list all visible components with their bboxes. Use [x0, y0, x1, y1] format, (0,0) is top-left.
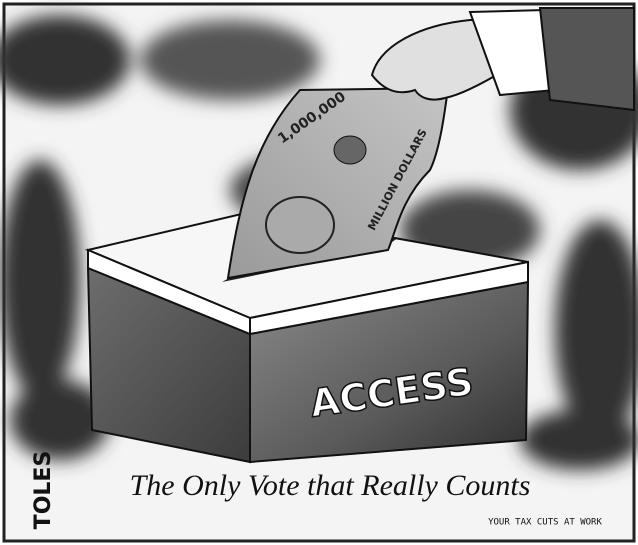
hand	[370, 19, 507, 101]
caption: The Only Vote that Really Counts	[130, 469, 531, 502]
bill-seal	[333, 135, 367, 165]
side-note: YOUR TAX CUTS AT WORK	[488, 518, 602, 528]
sleeve	[538, 7, 635, 112]
box-lid-right	[249, 260, 529, 336]
bill-portrait	[265, 196, 335, 254]
artist-signature: TOLES	[31, 451, 56, 530]
